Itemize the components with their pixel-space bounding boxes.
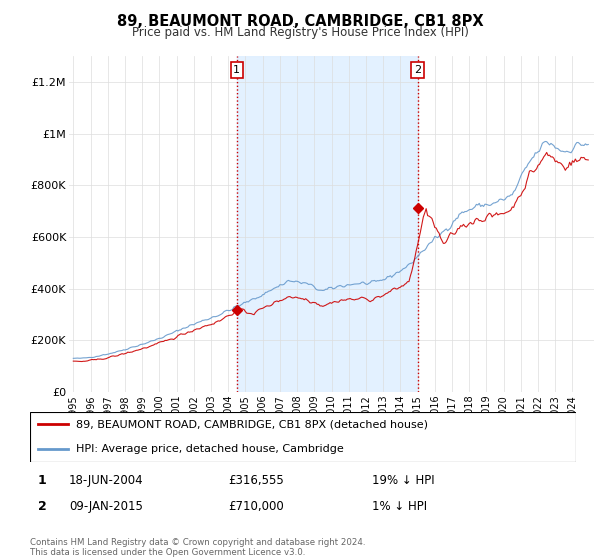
Text: 1: 1 bbox=[233, 65, 241, 75]
Text: 1% ↓ HPI: 1% ↓ HPI bbox=[372, 500, 427, 514]
Text: 1: 1 bbox=[38, 474, 46, 487]
Text: £316,555: £316,555 bbox=[228, 474, 284, 487]
Text: 89, BEAUMONT ROAD, CAMBRIDGE, CB1 8PX (detached house): 89, BEAUMONT ROAD, CAMBRIDGE, CB1 8PX (d… bbox=[76, 419, 428, 429]
Bar bbox=[237, 56, 418, 392]
Text: Contains HM Land Registry data © Crown copyright and database right 2024.
This d: Contains HM Land Registry data © Crown c… bbox=[30, 538, 365, 557]
Text: 09-JAN-2015: 09-JAN-2015 bbox=[69, 500, 143, 514]
Text: 18-JUN-2004: 18-JUN-2004 bbox=[69, 474, 143, 487]
Text: 89, BEAUMONT ROAD, CAMBRIDGE, CB1 8PX: 89, BEAUMONT ROAD, CAMBRIDGE, CB1 8PX bbox=[116, 14, 484, 29]
Text: Price paid vs. HM Land Registry's House Price Index (HPI): Price paid vs. HM Land Registry's House … bbox=[131, 26, 469, 39]
Text: 2: 2 bbox=[414, 65, 421, 75]
Text: 2: 2 bbox=[38, 500, 46, 514]
Text: HPI: Average price, detached house, Cambridge: HPI: Average price, detached house, Camb… bbox=[76, 445, 344, 454]
Text: 19% ↓ HPI: 19% ↓ HPI bbox=[372, 474, 434, 487]
Text: £710,000: £710,000 bbox=[228, 500, 284, 514]
